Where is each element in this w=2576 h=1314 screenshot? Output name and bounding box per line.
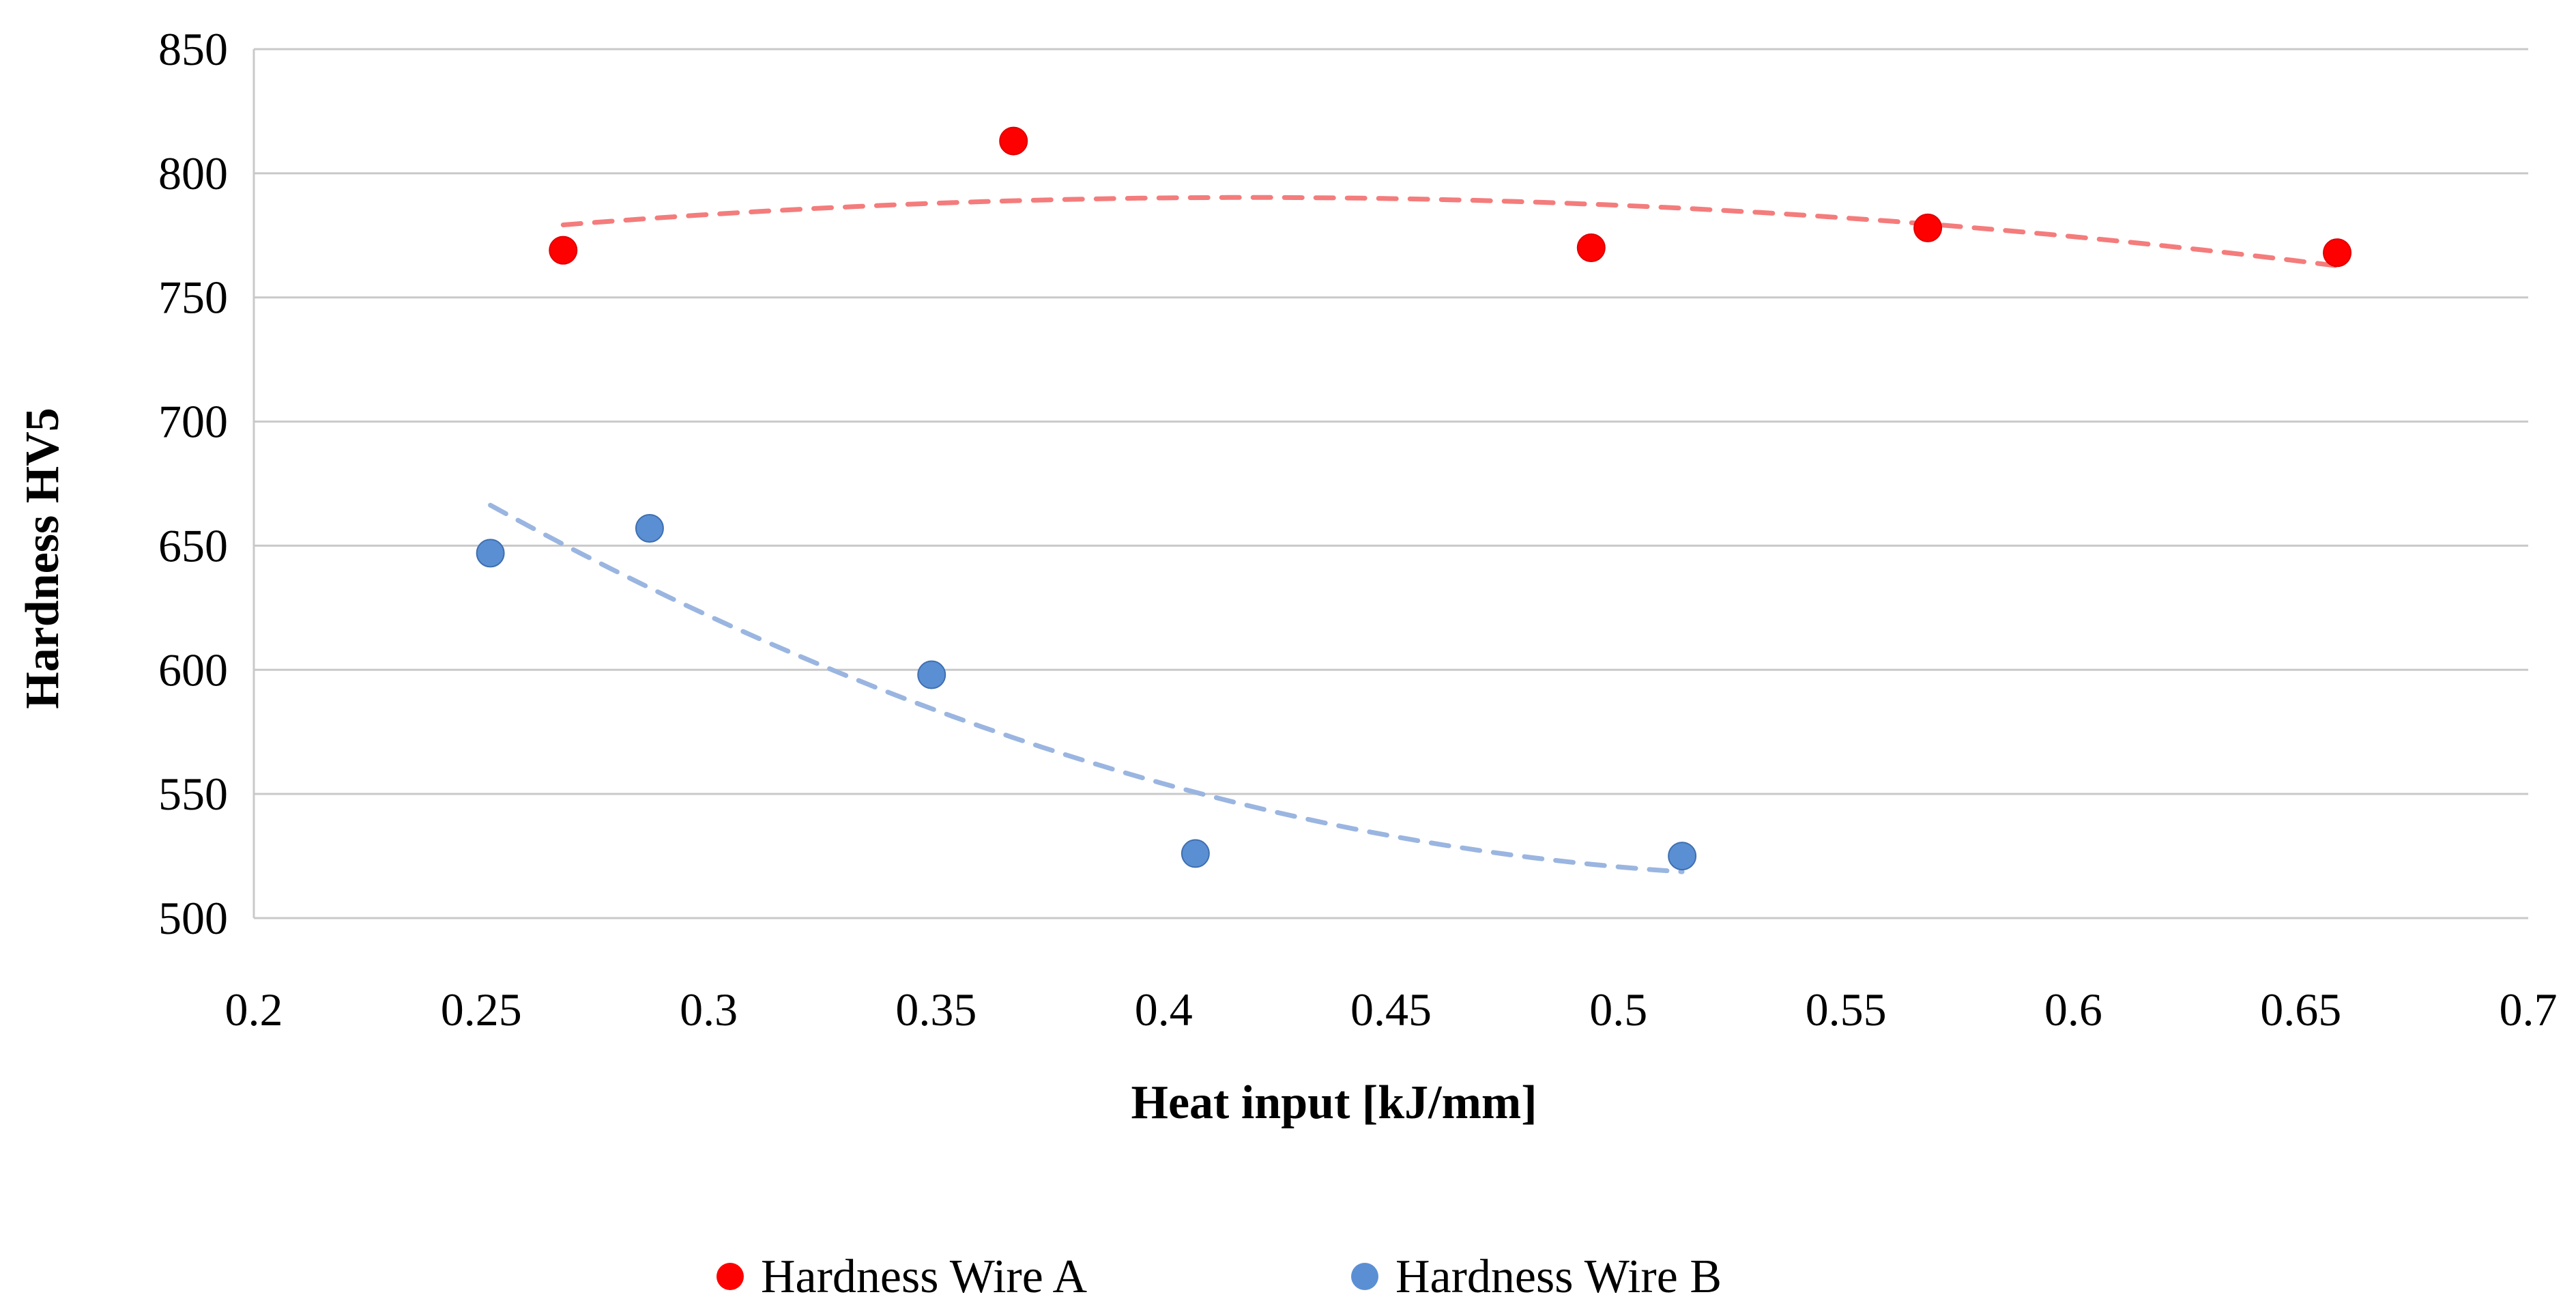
x-tick-label: 0.6 [2044, 984, 2102, 1036]
data-point-series-1 [476, 539, 505, 568]
data-point-series-0 [1576, 233, 1606, 262]
x-tick-label: 0.45 [1350, 984, 1432, 1036]
y-tick-label: 650 [158, 519, 228, 571]
y-tick-label: 700 [158, 396, 228, 448]
legend-label-wire-a: Hardness Wire A [761, 1251, 1087, 1303]
data-points [476, 126, 2352, 871]
gridlines [252, 48, 2528, 919]
y-tick-label: 500 [158, 892, 228, 944]
legend-marker-wire-b [1351, 1263, 1378, 1290]
y-tick-label: 800 [158, 147, 228, 199]
data-point-series-1 [917, 660, 946, 689]
data-point-series-1 [1668, 842, 1697, 871]
trendlines [488, 195, 2340, 874]
data-point-series-0 [2323, 238, 2352, 268]
x-tick-label: 0.7 [2500, 984, 2558, 1036]
x-tick-label: 0.55 [1806, 984, 1887, 1036]
data-point-series-1 [635, 513, 664, 543]
x-tick-label: 0.65 [2260, 984, 2341, 1036]
x-tick-label: 0.3 [680, 984, 738, 1036]
x-tick-label: 0.25 [441, 984, 522, 1036]
data-point-series-0 [999, 126, 1028, 156]
y-tick-labels: 500 550 600 650 700 750 800 850 [158, 23, 228, 944]
x-axis-title: Heat input [kJ/mm] [1131, 1076, 1537, 1129]
data-point-series-1 [1181, 839, 1210, 868]
trendline-series-1 [488, 502, 1685, 874]
x-tick-label: 0.2 [225, 984, 283, 1036]
y-axis-title: Hardness HV5 [16, 408, 69, 709]
x-tick-labels: 0.2 0.25 0.3 0.35 0.4 0.45 0.5 0.55 0.6 0.65 0.7 [225, 984, 2558, 1036]
legend: Hardness Wire A Hardness Wire B [717, 1251, 1722, 1303]
legend-label-wire-b: Hardness Wire B [1395, 1251, 1722, 1303]
y-tick-label: 850 [158, 23, 228, 75]
legend-marker-wire-a [717, 1263, 744, 1290]
y-tick-label: 600 [158, 644, 228, 696]
y-tick-label: 550 [158, 768, 228, 820]
data-point-series-0 [1913, 213, 1943, 242]
y-tick-label: 750 [158, 272, 228, 324]
x-tick-label: 0.4 [1135, 984, 1193, 1036]
data-point-series-0 [549, 235, 578, 265]
x-tick-label: 0.5 [1589, 984, 1647, 1036]
x-tick-label: 0.35 [895, 984, 976, 1036]
trendline-series-0 [560, 195, 2340, 268]
